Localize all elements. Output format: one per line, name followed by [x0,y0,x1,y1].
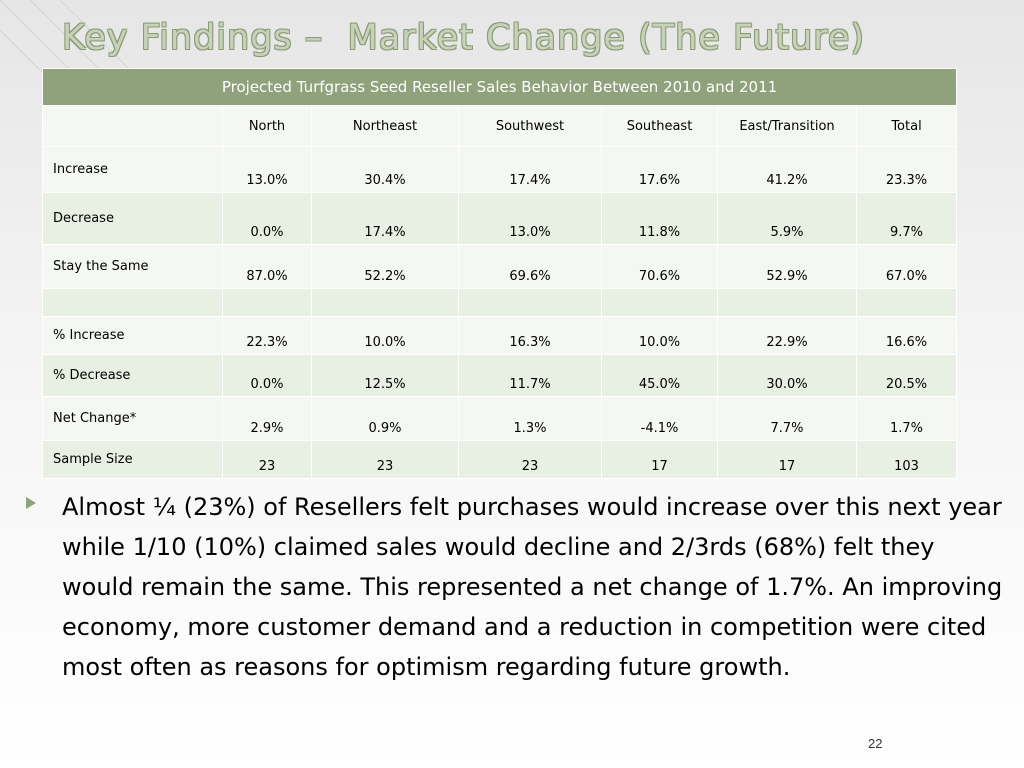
table-cell: 12.5% [311,354,459,397]
table-cell: 41.2% [717,146,857,193]
table-cell: 87.0% [222,244,312,289]
table-cell: 17.6% [601,146,718,193]
table-row: Increase 13.0% 30.4% 17.4% 17.6% 41.2% 23.3% [42,146,958,193]
table-cell: 30.4% [311,146,459,193]
table-cell: 69.6% [458,244,602,289]
table-cell: 70.6% [601,244,718,289]
table-cell: 7.7% [717,396,857,441]
table-cell: 0.9% [311,396,459,441]
sales-behavior-table: Projected Turfgrass Seed Reseller Sales … [41,68,958,479]
table-cell [222,288,312,317]
table-cell: 10.0% [311,316,459,355]
table-row: Stay the Same 87.0% 52.2% 69.6% 70.6% 52.9% 67… [42,244,958,289]
table-caption: Projected Turfgrass Seed Reseller Sales … [41,68,958,106]
column-header [42,105,223,147]
row-label: Stay the Same [42,244,223,289]
table-cell: 23 [222,440,312,479]
table-cell: 0.0% [222,192,312,245]
row-label: % Increase [42,316,223,355]
column-header: East/Transition [717,105,857,147]
table-cell: 0.0% [222,354,312,397]
table-cell: 2.9% [222,396,312,441]
row-label: Net Change* [42,396,223,441]
column-header: Northeast [311,105,459,147]
table-cell: 16.6% [855,316,958,355]
table-cell: 13.0% [458,192,602,245]
table-cell: 11.8% [601,192,718,245]
table-cell: 103 [855,440,958,479]
column-header: Total [855,105,958,147]
table-cell: 16.3% [458,316,602,355]
table-cell: 17 [601,440,718,479]
column-header: Southeast [601,105,718,147]
table-cell: 1.3% [458,396,602,441]
table-cell [717,288,857,317]
table-cell: 52.2% [311,244,459,289]
table-cell: 11.7% [458,354,602,397]
table-row: Net Change* 2.9% 0.9% 1.3% -4.1% 7.7% 1.7% [42,396,958,441]
table-row: Sample Size 23 23 23 17 17 103 [42,440,958,479]
bullet-text: Almost ¼ (23%) of Resellers felt purchas… [62,493,1003,681]
table-cell: 30.0% [717,354,857,397]
table-cell: 17.4% [458,146,602,193]
table-header-row: North Northeast Southwest Southeast East… [42,105,958,147]
table-cell: 13.0% [222,146,312,193]
row-label: Sample Size [42,440,223,479]
table-row: Decrease 0.0% 17.4% 13.0% 11.8% 5.9% 9.7% [42,192,958,245]
table-cell: 23 [458,440,602,479]
table-cell: 67.0% [855,244,958,289]
table-cell: 23 [311,440,459,479]
table-row [42,288,958,317]
table-cell: 10.0% [601,316,718,355]
table-cell: 17 [717,440,857,479]
table-cell: 9.7% [855,192,958,245]
table-cell [855,288,958,317]
table-cell: 22.3% [222,316,312,355]
table-row: % Decrease 0.0% 12.5% 11.7% 45.0% 30.0% 20.5% [42,354,958,397]
row-label: % Decrease [42,354,223,397]
table-cell: 1.7% [855,396,958,441]
row-label [42,288,223,317]
table-cell: 17.4% [311,192,459,245]
table-cell: 45.0% [601,354,718,397]
table-cell: 20.5% [855,354,958,397]
table-row: % Increase 22.3% 10.0% 16.3% 10.0% 22.9% 16.6% [42,316,958,355]
table-cell [458,288,602,317]
table-cell: 52.9% [717,244,857,289]
table-cell: 22.9% [717,316,857,355]
table-cell: 23.3% [855,146,958,193]
table-cell: -4.1% [601,396,718,441]
bullet-list: Almost ¼ (23%) of Resellers felt purchas… [26,487,1011,687]
arrow-bullet-icon [26,497,36,509]
table-cell [601,288,718,317]
table-cell: 5.9% [717,192,857,245]
bullet-item: Almost ¼ (23%) of Resellers felt purchas… [26,487,1011,687]
column-header: North [222,105,312,147]
table-cell [311,288,459,317]
row-label: Decrease [42,192,223,245]
page-title: Key Findings – Market Change (The Future… [62,18,866,58]
row-label: Increase [42,146,223,193]
page-number: 22 [868,736,883,751]
column-header: Southwest [458,105,602,147]
